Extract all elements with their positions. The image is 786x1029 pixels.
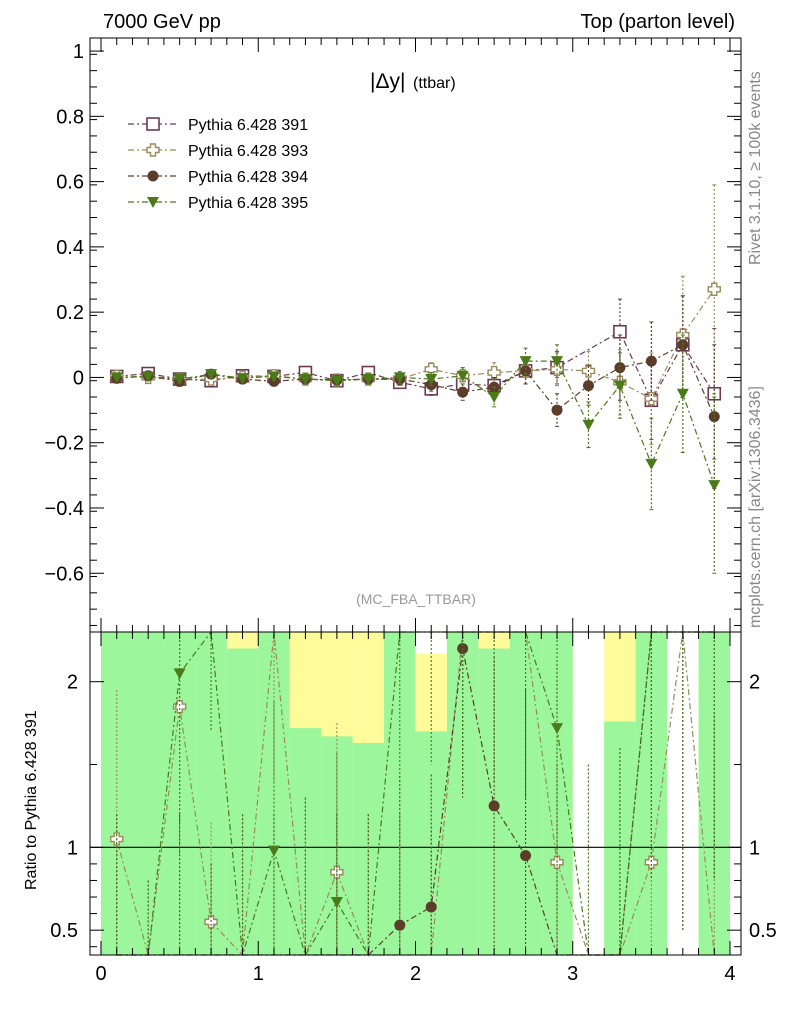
main-panel-axes: −0.6 −0.4 −0.2 0 0.2 0.4 0.6 0.8 1 — [45, 37, 742, 633]
side-text-mcplots: mcplots.cern.ch [arXiv:1306.3436] — [747, 386, 764, 628]
main-panel-series — [109, 184, 722, 574]
data-point — [645, 458, 658, 470]
ratio-data-point — [488, 800, 500, 812]
data-point — [267, 371, 280, 383]
ratio-data-point — [425, 901, 437, 913]
data-point — [457, 386, 469, 398]
legend-label: Pythia 6.428 395 — [188, 195, 308, 212]
legend-label: Pythia 6.428 391 — [188, 117, 308, 134]
ratio-data-point — [172, 699, 187, 714]
x-tick-label: 3 — [567, 963, 578, 985]
x-tick-label: 0 — [95, 963, 106, 985]
ratio-panel-axes: 0.5 0.5 1 1 2 2 0 1 2 3 4 — [50, 631, 777, 985]
data-point — [205, 369, 218, 381]
y-tick-label: 1 — [73, 41, 84, 63]
data-point — [551, 356, 564, 368]
y-tick-label: 0.2 — [56, 302, 84, 324]
x-tick-label: 4 — [724, 963, 735, 985]
x-tick-label: 2 — [410, 963, 421, 985]
data-point — [708, 480, 721, 492]
side-text-rivet: Rivet 3.1.10, ≥ 100k events — [747, 71, 764, 265]
data-point — [393, 372, 406, 384]
ratio-y-tick-label-left: 2 — [67, 672, 78, 694]
y-tick-label: −0.6 — [45, 563, 84, 585]
x-tick-label: 1 — [253, 963, 264, 985]
y-tick-label: 0.4 — [56, 237, 84, 259]
data-point — [645, 355, 657, 367]
data-point — [142, 371, 155, 383]
header-left: 7000 GeV pp — [103, 11, 221, 33]
ratio-band-green — [226, 648, 259, 955]
legend-marker — [147, 170, 159, 182]
data-point — [330, 375, 343, 387]
data-point — [299, 374, 312, 386]
data-point — [614, 362, 626, 374]
data-point — [110, 372, 123, 384]
data-point — [487, 365, 501, 380]
data-point — [456, 370, 469, 382]
data-point — [613, 324, 627, 339]
data-point — [551, 404, 563, 416]
data-point — [520, 365, 532, 377]
y-tick-label: −0.2 — [45, 433, 84, 455]
ratio-band-green — [101, 632, 133, 955]
legend-label: Pythia 6.428 393 — [188, 143, 308, 160]
ratio-data-point — [520, 850, 532, 862]
ratio-y-tick-label-left: 1 — [67, 837, 78, 859]
data-point — [173, 374, 186, 386]
y-tick-label: 0.6 — [56, 172, 84, 194]
ratio-data-point — [330, 896, 343, 908]
y-tick-label: −0.4 — [45, 498, 84, 520]
data-point — [676, 388, 689, 400]
ratio-data-point — [394, 919, 406, 931]
legend-marker — [147, 197, 159, 208]
ratio-data-point — [173, 668, 186, 680]
ratio-band-green — [289, 728, 322, 955]
ratio-ylabel: Ratio to Pythia 6.428 391 — [23, 710, 40, 890]
ratio-y-tick-label-right: 1 — [749, 837, 760, 859]
analysis-tag: (MC_FBA_TTBAR) — [356, 591, 476, 607]
data-point — [488, 392, 501, 404]
plot-title-sub: (ttbar) — [413, 75, 456, 92]
legend-label: Pythia 6.428 394 — [188, 169, 308, 186]
ratio-y-tick-label-right: 0.5 — [749, 920, 777, 942]
plot-title-main: |Δy| — [370, 70, 405, 93]
ratio-data-point — [644, 855, 659, 869]
data-point — [362, 374, 375, 386]
y-tick-label: 0.8 — [56, 106, 84, 128]
series-line-3 — [116, 360, 715, 486]
data-point — [519, 356, 532, 368]
data-point — [582, 419, 595, 431]
data-point — [425, 374, 438, 386]
ratio-data-point — [267, 845, 280, 857]
header-right: Top (parton level) — [580, 11, 735, 33]
legend-marker — [146, 117, 160, 131]
legend: Pythia 6.428 391 Pythia 6.428 393 Pythia 6… — [128, 117, 308, 212]
legend-marker — [146, 143, 160, 157]
data-point — [236, 373, 249, 385]
ratio-panel-bands — [90, 632, 741, 955]
y-tick-label: 0 — [73, 367, 84, 389]
data-point — [582, 380, 594, 392]
ratio-y-tick-label-right: 2 — [749, 672, 760, 694]
ratio-data-point — [551, 723, 564, 735]
data-point — [613, 380, 626, 392]
ratio-y-tick-label-left: 0.5 — [50, 920, 78, 942]
ratio-band-green — [132, 632, 164, 955]
data-point — [708, 411, 720, 423]
data-point — [707, 282, 721, 297]
